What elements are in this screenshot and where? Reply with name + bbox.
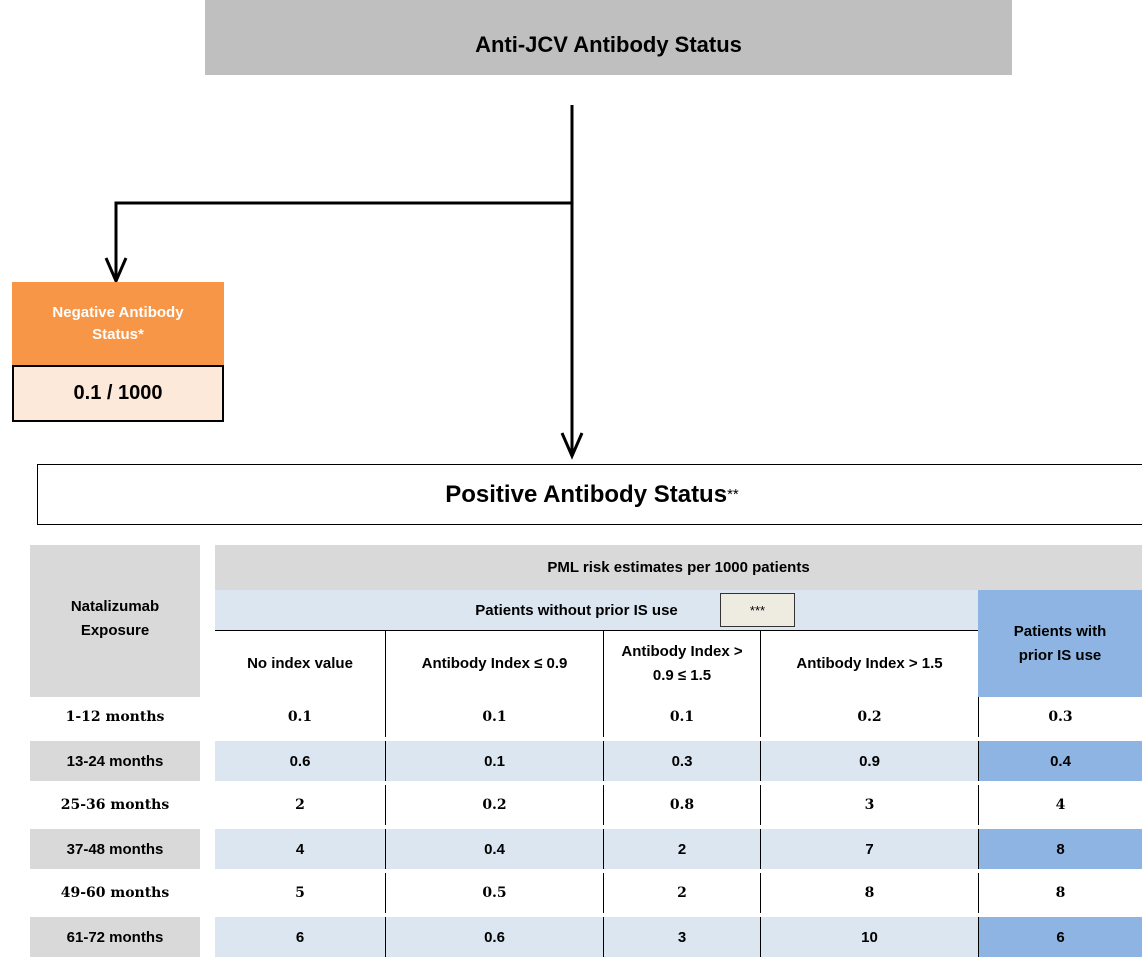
- column-header: Antibody Index ≤ 0.9: [385, 630, 603, 697]
- positive-box: Positive Antibody Status **: [37, 464, 1142, 525]
- cell-value: 0.5: [385, 873, 603, 913]
- cell-value: 0.4: [385, 829, 603, 869]
- without-header: Patients without prior IS use: [215, 590, 978, 630]
- exposure-header: Natalizumab Exposure: [30, 545, 200, 697]
- column-header: Antibody Index > 1.5: [760, 630, 978, 697]
- cell-value: 2: [603, 873, 760, 913]
- row-label: 25-36 months: [30, 785, 200, 825]
- cell-value: 0.4: [978, 741, 1142, 781]
- row-label: 49-60 months: [30, 873, 200, 913]
- group-header: PML risk estimates per 1000 patients: [215, 545, 1142, 590]
- cell-value: 5: [215, 873, 385, 913]
- column-header: No index value: [215, 630, 385, 697]
- arrow-head: [104, 257, 128, 285]
- cell-value: 6: [978, 917, 1142, 957]
- row-label: 37-48 months: [30, 829, 200, 869]
- cell-value: 0.1: [215, 697, 385, 737]
- cell-value: 0.8: [603, 785, 760, 825]
- negative-label: Negative Antibody Status*: [12, 282, 224, 366]
- cell-value: 2: [603, 829, 760, 869]
- cell-value: 2: [215, 785, 385, 825]
- negative-value: 0.1 / 1000: [12, 365, 224, 422]
- cell-value: 0.3: [603, 741, 760, 781]
- cell-value: 4: [215, 829, 385, 869]
- row-label: 13-24 months: [30, 741, 200, 781]
- cell-value: 8: [978, 873, 1142, 913]
- arrow-head: [560, 432, 584, 460]
- cell-value: 0.1: [385, 697, 603, 737]
- cell-value: 0.9: [760, 741, 978, 781]
- cell-value: 8: [760, 873, 978, 913]
- footnote-mark: **: [727, 486, 739, 503]
- cell-value: 4: [978, 785, 1142, 825]
- cell-value: 8: [978, 829, 1142, 869]
- cell-value: 0.2: [385, 785, 603, 825]
- cell-value: 0.2: [760, 697, 978, 737]
- title-box: Anti-JCV Antibody Status: [205, 0, 1012, 75]
- cell-value: 3: [760, 785, 978, 825]
- row-label: 1-12 months: [30, 697, 200, 737]
- cell-value: 0.6: [385, 917, 603, 957]
- cell-value: 3: [603, 917, 760, 957]
- cell-value: 0.1: [385, 741, 603, 781]
- positive-title: Positive Antibody Status: [445, 480, 728, 508]
- note-box: ***: [720, 593, 795, 627]
- row-label: 61-72 months: [30, 917, 200, 957]
- column-header: Antibody Index > 0.9 ≤ 1.5: [603, 630, 760, 697]
- cell-value: 10: [760, 917, 978, 957]
- with-header: Patients with prior IS use: [978, 590, 1142, 697]
- cell-value: 0.1: [603, 697, 760, 737]
- cell-value: 6: [215, 917, 385, 957]
- cell-value: 0.6: [215, 741, 385, 781]
- connector-line: [114, 201, 572, 280]
- cell-value: 0.3: [978, 697, 1142, 737]
- cell-value: 7: [760, 829, 978, 869]
